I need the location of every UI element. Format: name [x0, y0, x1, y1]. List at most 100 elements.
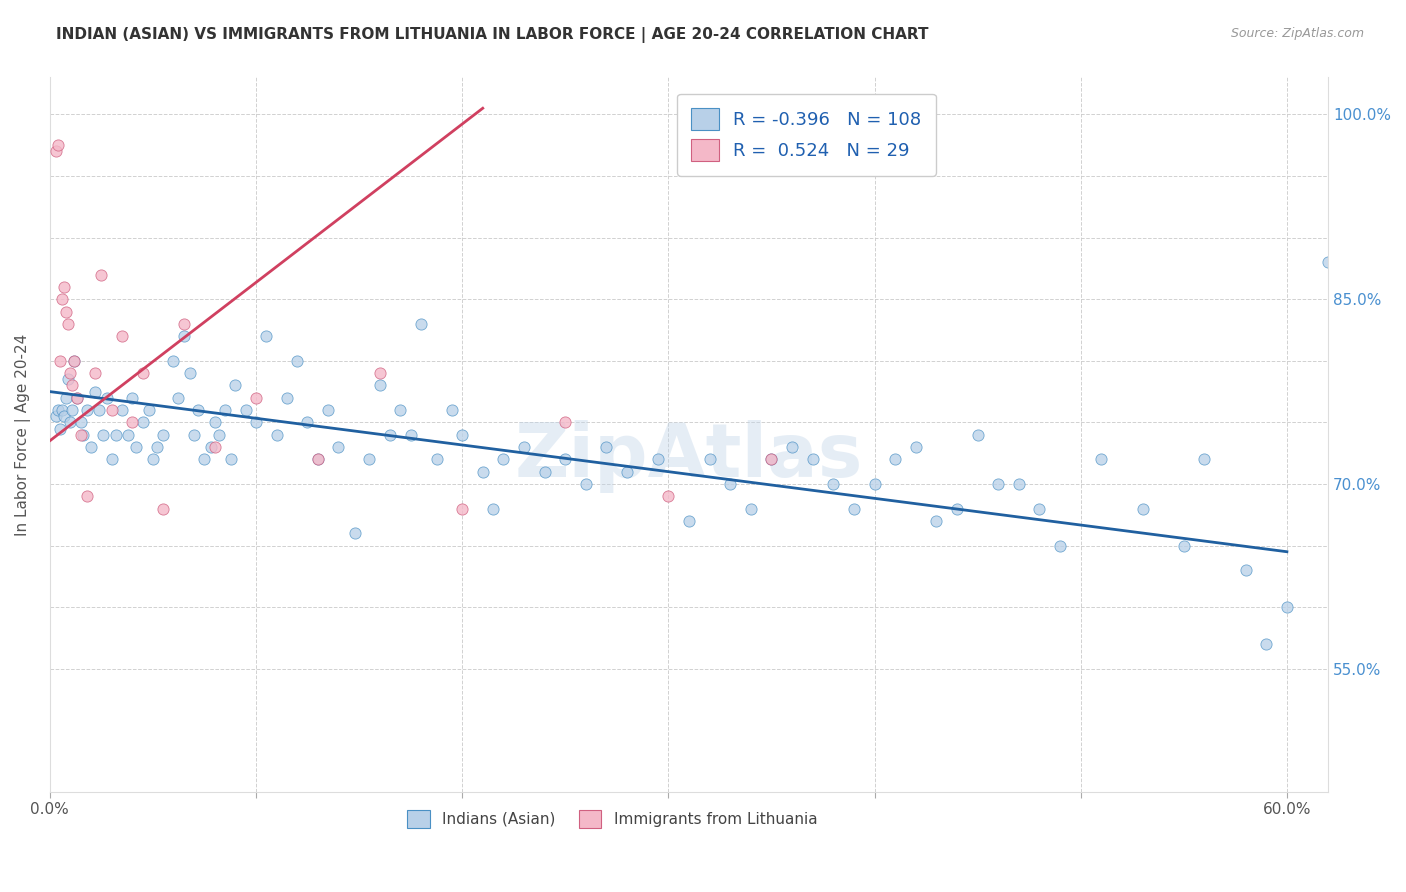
Point — [69, 416, 91, 430]
Point — [316, 403, 339, 417]
Point — [451, 427, 474, 442]
Point — [276, 391, 298, 405]
Point — [245, 416, 267, 430]
Point — [254, 329, 277, 343]
Point — [966, 427, 988, 442]
Point — [328, 440, 350, 454]
Point — [152, 427, 174, 442]
Point — [224, 378, 246, 392]
Point — [904, 440, 927, 454]
Point — [368, 378, 391, 392]
Point — [761, 452, 783, 467]
Point — [1275, 600, 1298, 615]
Point — [111, 329, 134, 343]
Point — [451, 501, 474, 516]
Point — [104, 427, 127, 442]
Point — [554, 452, 576, 467]
Point — [49, 353, 72, 368]
Point — [647, 452, 669, 467]
Text: INDIAN (ASIAN) VS IMMIGRANTS FROM LITHUANIA IN LABOR FORCE | AGE 20-24 CORRELATI: INDIAN (ASIAN) VS IMMIGRANTS FROM LITHUA… — [56, 27, 929, 43]
Point — [1008, 477, 1031, 491]
Point — [1028, 501, 1050, 516]
Point — [187, 403, 209, 417]
Point — [45, 409, 67, 424]
Point — [93, 427, 115, 442]
Point — [399, 427, 422, 442]
Point — [235, 403, 257, 417]
Point — [90, 268, 112, 282]
Point — [657, 489, 679, 503]
Point — [125, 440, 148, 454]
Point — [718, 477, 741, 491]
Point — [100, 452, 122, 467]
Point — [343, 526, 366, 541]
Point — [204, 440, 226, 454]
Point — [801, 452, 824, 467]
Point — [1049, 539, 1071, 553]
Point — [69, 427, 91, 442]
Point — [219, 452, 242, 467]
Point — [533, 465, 555, 479]
Point — [76, 489, 98, 503]
Point — [780, 440, 803, 454]
Point — [89, 403, 111, 417]
Point — [131, 416, 153, 430]
Point — [482, 501, 505, 516]
Point — [142, 452, 165, 467]
Point — [208, 427, 231, 442]
Point — [214, 403, 236, 417]
Point — [84, 384, 107, 399]
Point — [245, 391, 267, 405]
Point — [63, 353, 86, 368]
Point — [699, 452, 721, 467]
Point — [1090, 452, 1112, 467]
Point — [121, 391, 143, 405]
Text: ZipAtlas: ZipAtlas — [515, 419, 863, 492]
Point — [616, 465, 638, 479]
Point — [193, 452, 215, 467]
Point — [166, 391, 188, 405]
Point — [863, 477, 886, 491]
Point — [173, 317, 195, 331]
Point — [987, 477, 1010, 491]
Y-axis label: In Labor Force | Age 20-24: In Labor Force | Age 20-24 — [15, 334, 31, 536]
Point — [368, 366, 391, 380]
Legend: Indians (Asian), Immigrants from Lithuania: Indians (Asian), Immigrants from Lithuan… — [401, 804, 824, 834]
Point — [1317, 255, 1340, 269]
Point — [100, 403, 122, 417]
Point — [138, 403, 160, 417]
Point — [1132, 501, 1154, 516]
Point — [179, 366, 201, 380]
Point — [72, 427, 94, 442]
Point — [111, 403, 134, 417]
Point — [63, 353, 86, 368]
Point — [426, 452, 449, 467]
Point — [1358, 550, 1381, 565]
Point — [183, 427, 205, 442]
Point — [1256, 637, 1278, 651]
Point — [51, 292, 73, 306]
Point — [297, 416, 319, 430]
Point — [1337, 465, 1360, 479]
Point — [65, 391, 87, 405]
Point — [359, 452, 381, 467]
Point — [55, 304, 77, 318]
Point — [575, 477, 598, 491]
Point — [1234, 563, 1257, 577]
Point — [58, 317, 80, 331]
Point — [96, 391, 118, 405]
Point — [55, 391, 77, 405]
Point — [76, 403, 98, 417]
Point — [1379, 465, 1402, 479]
Point — [65, 391, 87, 405]
Point — [200, 440, 222, 454]
Point — [409, 317, 432, 331]
Point — [1399, 563, 1406, 577]
Point — [925, 514, 948, 528]
Point — [440, 403, 463, 417]
Point — [131, 366, 153, 380]
Point — [62, 403, 84, 417]
Point — [946, 501, 969, 516]
Point — [471, 465, 494, 479]
Point — [389, 403, 412, 417]
